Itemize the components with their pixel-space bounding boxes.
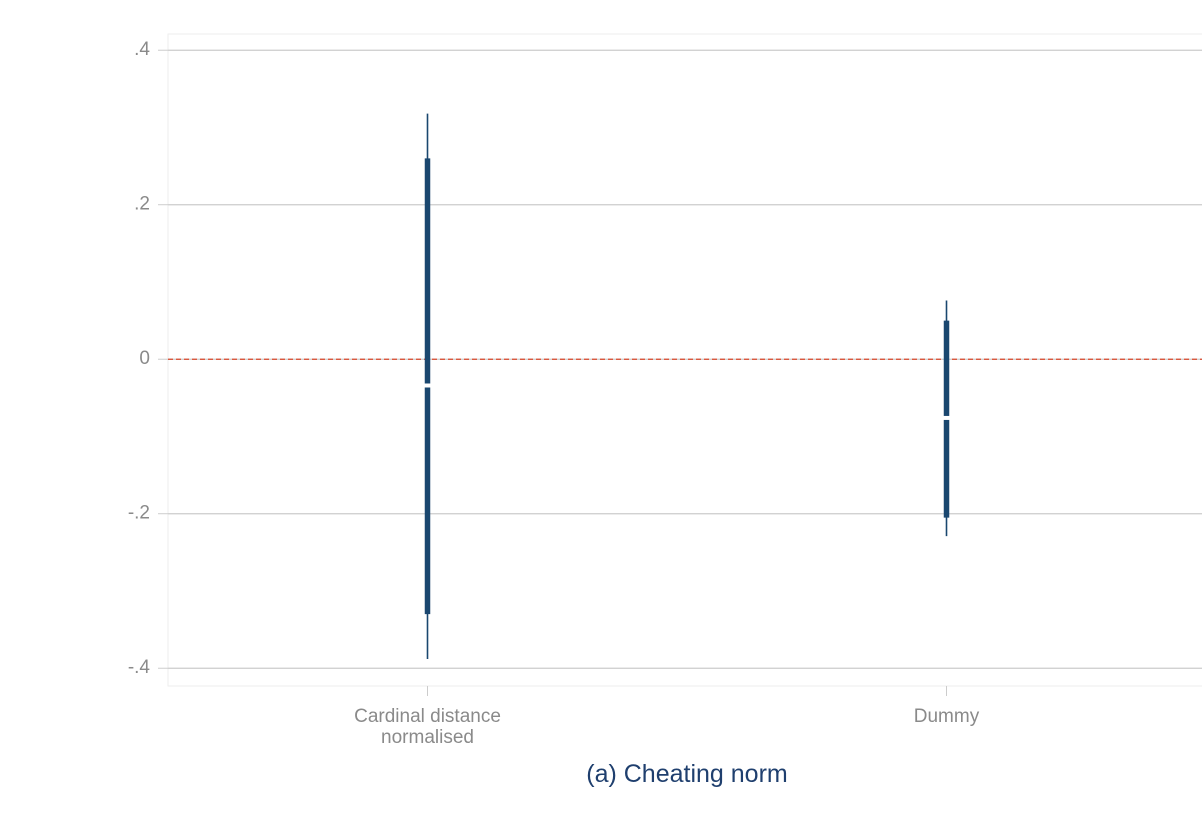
y-tick-label: .2: [134, 194, 150, 215]
y-tick-label: .4: [134, 39, 150, 60]
x-tick-label: Cardinal distance normalised: [354, 706, 501, 748]
caption: (a) Cheating norm: [586, 760, 788, 788]
plot-frame: [167, 33, 1202, 687]
y-tick-label: -.4: [128, 657, 151, 678]
x-tick-label: Dummy: [913, 706, 980, 727]
y-tick-label: 0: [139, 348, 150, 369]
point-estimate: [424, 383, 431, 388]
y-tick-label: -.2: [128, 503, 150, 524]
point-estimate: [943, 415, 950, 420]
